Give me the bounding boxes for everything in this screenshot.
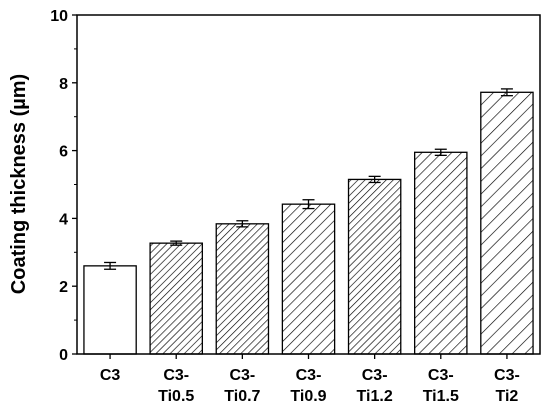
x-tick-label: Ti0.9 [290,388,326,405]
bar-group [347,178,402,355]
bar [215,223,270,355]
y-axis: 0 2 4 6 8 10 [50,8,77,364]
bar-group [414,151,468,355]
x-tick-label: Ti0.5 [158,388,194,405]
x-tick-label: C3- [296,367,322,384]
y-tick-label: 6 [59,144,68,161]
y-axis-title: Coating thickness (µm) [8,74,30,294]
y-tick-label: 0 [59,347,68,364]
bar-group [215,223,270,355]
error-bar [368,175,381,184]
x-tick-label: C3- [163,367,189,384]
bar [347,178,402,355]
x-tick-label: C3- [494,367,520,384]
y-tick-label: 2 [59,279,68,296]
bar [281,203,336,355]
bar-group [83,265,137,355]
error-bar [104,261,117,270]
error-bar [236,220,249,228]
error-bar [302,199,315,210]
x-tick-label: Ti2 [496,388,519,405]
bars-group [83,91,534,355]
bar [149,242,203,355]
bar-group [149,242,203,355]
x-tick-label: C3- [428,367,454,384]
x-tick-label: Ti1.2 [357,388,393,405]
y-tick-label: 10 [50,8,68,25]
bar [83,265,137,355]
x-tick-label: C3- [229,367,255,384]
y-tick-label: 4 [59,211,68,228]
x-tick-label: Ti0.7 [224,388,260,405]
bar-group [281,203,336,355]
error-bars-group [104,88,513,270]
x-tick-label: C3 [100,367,121,384]
bar [414,151,468,355]
error-bar [434,148,447,156]
error-bar [170,240,183,246]
bar-group [480,91,534,355]
x-tick-label: C3- [362,367,388,384]
x-axis: C3 C3- Ti0.5 C3- Ti0.7 C3- Ti0.9 C3- Ti1.2 C3- Ti1… [100,354,520,405]
y-tick-label: 8 [59,76,68,93]
x-tick-label: Ti1.5 [423,388,459,405]
bar [480,91,534,355]
error-bar [500,88,513,97]
